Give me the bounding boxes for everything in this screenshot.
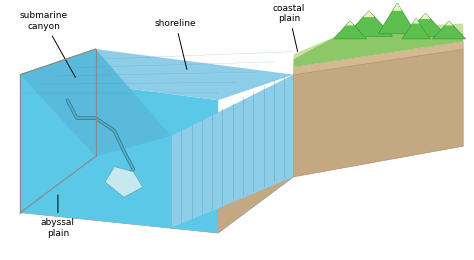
Text: continental
rise: continental rise <box>178 154 230 197</box>
Text: shoreline: shoreline <box>155 19 197 69</box>
Polygon shape <box>420 13 430 19</box>
Polygon shape <box>293 41 463 75</box>
Polygon shape <box>20 49 171 157</box>
Polygon shape <box>20 49 96 213</box>
Text: abyssal
plain: abyssal plain <box>41 195 75 238</box>
Polygon shape <box>402 18 430 39</box>
Polygon shape <box>346 21 354 25</box>
Text: continental
slope: continental slope <box>306 73 357 108</box>
Polygon shape <box>20 75 218 233</box>
Polygon shape <box>392 3 402 11</box>
Polygon shape <box>20 157 293 233</box>
Polygon shape <box>293 49 463 177</box>
Polygon shape <box>363 11 374 17</box>
Text: submarine
canyon: submarine canyon <box>20 11 75 77</box>
Text: continental
shelf: continental shelf <box>391 50 442 90</box>
Polygon shape <box>378 3 416 34</box>
Polygon shape <box>171 75 293 228</box>
Polygon shape <box>293 31 463 67</box>
Polygon shape <box>20 49 293 100</box>
Polygon shape <box>334 21 366 39</box>
Polygon shape <box>413 18 419 23</box>
Polygon shape <box>346 11 392 36</box>
Polygon shape <box>445 21 453 25</box>
Text: coastal
plain: coastal plain <box>273 4 305 51</box>
Polygon shape <box>105 167 143 197</box>
Polygon shape <box>404 13 447 36</box>
Polygon shape <box>293 23 463 67</box>
Polygon shape <box>433 21 465 39</box>
